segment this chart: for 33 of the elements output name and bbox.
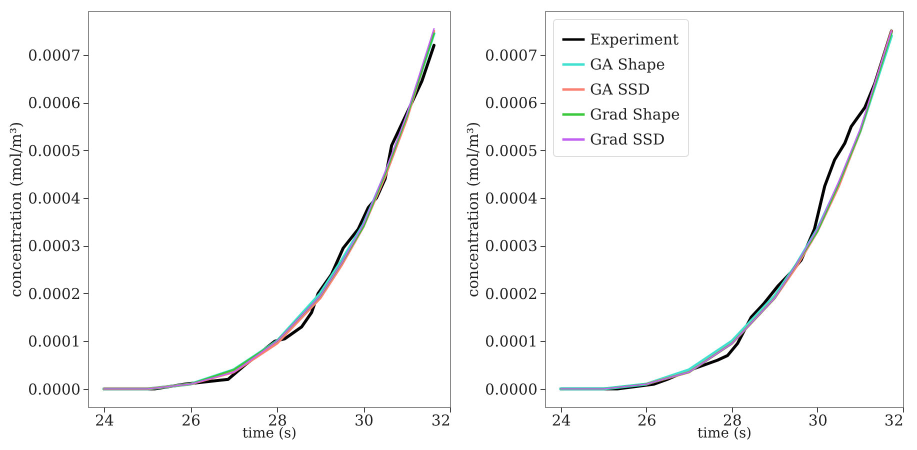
- y-axis-title: concentration (mol/m³): [7, 122, 26, 298]
- y-tick-label: 0.0005: [485, 142, 538, 160]
- y-tick-label: 0.0002: [28, 284, 80, 303]
- y-tick-label: 0.0000: [28, 380, 80, 398]
- y-tick-label: 0.0001: [485, 332, 538, 351]
- x-tick-label: 30: [354, 412, 374, 430]
- x-tick-label: 26: [637, 412, 656, 430]
- x-tick-label: 24: [94, 412, 114, 430]
- y-tick-label: 0.0007: [485, 46, 538, 64]
- x-tick-label: 24: [552, 412, 571, 430]
- legend-label: Experiment: [590, 30, 679, 48]
- x-axis-title: time (s): [242, 426, 297, 442]
- x-tick-label: 30: [808, 412, 828, 430]
- y-tick-label: 0.0004: [28, 190, 80, 208]
- x-tick-label: 32: [884, 412, 904, 430]
- y-tick-label: 0.0003: [28, 237, 80, 256]
- y-tick-label: 0.0005: [28, 142, 80, 160]
- y-tick-label: 0.0004: [485, 190, 538, 208]
- y-tick-label: 0.0003: [485, 237, 538, 256]
- y-axis-title: concentration (mol/m³): [464, 122, 482, 298]
- y-tick-label: 0.0000: [485, 380, 538, 398]
- legend-label: GA Shape: [590, 56, 666, 74]
- legend-label: Grad SSD: [590, 130, 665, 148]
- y-tick-label: 0.0006: [28, 94, 80, 112]
- x-axis-title: time (s): [697, 426, 752, 442]
- x-tick-label: 32: [431, 412, 450, 430]
- legend-label: GA SSD: [590, 80, 650, 98]
- y-tick-label: 0.0007: [28, 46, 80, 64]
- y-tick-label: 0.0006: [485, 94, 538, 112]
- x-tick-label: 26: [181, 412, 201, 430]
- y-tick-label: 0.0001: [28, 332, 80, 351]
- legend-label: Grad Shape: [590, 106, 680, 124]
- y-tick-label: 0.0002: [485, 284, 538, 303]
